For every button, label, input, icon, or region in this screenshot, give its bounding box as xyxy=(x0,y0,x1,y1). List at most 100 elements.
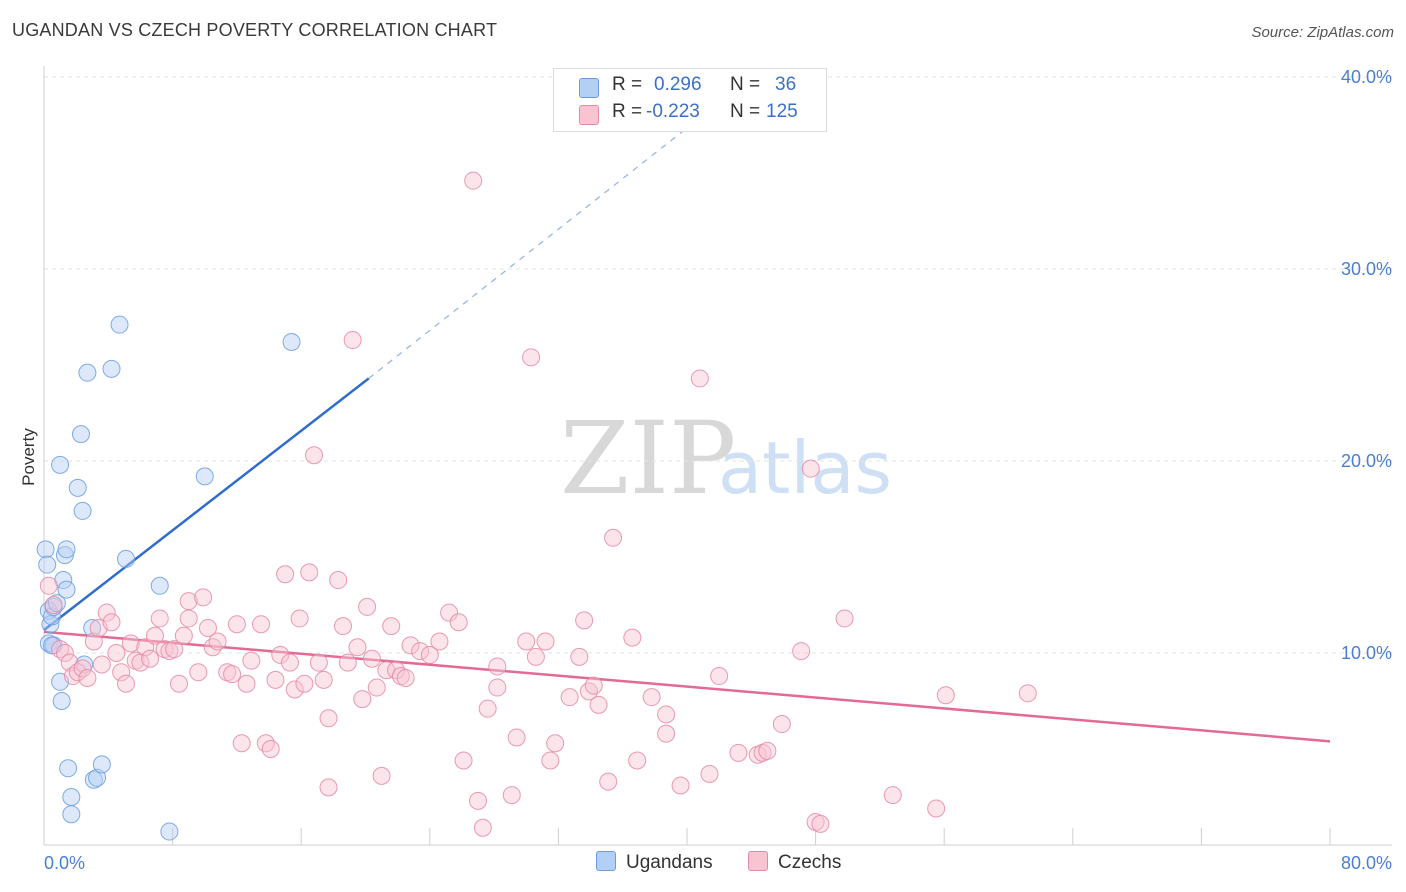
czech-point xyxy=(430,632,449,651)
watermark-zip: ZIP xyxy=(560,400,736,517)
czech-point xyxy=(387,661,406,680)
ugandan-point xyxy=(68,478,87,497)
czech-point xyxy=(73,659,92,678)
czech-point xyxy=(488,678,507,697)
bottom-legend-ugandans: Ugandans xyxy=(596,851,713,874)
czech-point xyxy=(657,724,676,743)
czech-point xyxy=(121,634,140,653)
ugandan-point xyxy=(59,759,78,778)
y-tick-label: 30.0% xyxy=(1341,259,1392,279)
czech-point xyxy=(300,563,319,582)
czech-point xyxy=(454,751,473,770)
legend-n-value: 125 xyxy=(766,101,798,122)
czech-point xyxy=(44,596,63,614)
czech-point xyxy=(39,576,58,595)
czech-point xyxy=(502,786,521,805)
czech-point xyxy=(189,663,208,682)
ugandan-point xyxy=(110,315,129,334)
czech-point xyxy=(55,644,74,662)
czech-point xyxy=(526,647,545,666)
czech-point xyxy=(589,695,608,714)
bottom-legend-czechs: Czechs xyxy=(748,851,841,874)
czech-point xyxy=(223,665,242,684)
ugandan-point xyxy=(57,580,76,599)
czech-point xyxy=(536,632,555,651)
ugandan-point xyxy=(150,576,169,595)
czech-point xyxy=(252,615,271,634)
ugandan-point xyxy=(71,425,90,444)
czech-point xyxy=(449,613,468,632)
czech-point xyxy=(208,632,227,651)
y-axis-label: Poverty xyxy=(19,428,38,486)
czech-point xyxy=(92,655,111,674)
czech-point xyxy=(690,369,709,388)
legend-r-value: -0.223 xyxy=(646,101,700,122)
ugandan-point xyxy=(195,467,214,486)
ugandan-point xyxy=(38,555,57,574)
czech-point xyxy=(353,690,372,709)
czech-point xyxy=(203,638,222,657)
czech-point xyxy=(1018,684,1037,703)
legend-r-label: R = xyxy=(612,74,643,95)
czech-point xyxy=(333,617,352,636)
ugandan-point xyxy=(84,770,103,789)
czech-point xyxy=(348,638,367,657)
czech-point xyxy=(758,741,777,760)
czech-point xyxy=(604,528,623,547)
czech-point xyxy=(560,688,579,707)
czech-point xyxy=(305,446,324,465)
czech-point xyxy=(84,632,103,651)
bottom-legend-swatch-ugandans xyxy=(596,851,616,871)
czech-point xyxy=(517,632,536,651)
legend-r-label: R = xyxy=(612,101,643,122)
czech-point xyxy=(835,609,854,628)
ugandan-point xyxy=(47,594,66,613)
chart-source: Source: ZipAtlas.com xyxy=(1251,24,1394,41)
czech-point xyxy=(522,348,541,367)
ugandan-point xyxy=(73,501,92,520)
czech-point xyxy=(420,645,439,664)
czech-point xyxy=(473,818,492,837)
czech-point xyxy=(295,674,314,693)
czech-point xyxy=(232,734,251,753)
czech-point xyxy=(440,603,459,622)
czech-point xyxy=(266,670,285,689)
ugandan-point xyxy=(78,363,97,382)
x-tick-label: 80.0% xyxy=(1341,853,1392,873)
x-tick-label: 0.0% xyxy=(44,853,85,873)
legend-box: R = 0.296 N = 36 R = -0.223 N = 125 xyxy=(553,68,827,132)
czech-point xyxy=(464,171,483,190)
czech-point xyxy=(570,647,589,666)
czech-point xyxy=(710,667,729,686)
chart-title: UGANDAN VS CZECH POVERTY CORRELATION CHA… xyxy=(12,20,498,40)
czech-point xyxy=(174,626,193,645)
ugandan-trend-line xyxy=(43,377,370,631)
watermark-atlas: atlas xyxy=(718,426,892,510)
czech-point xyxy=(165,640,184,659)
czech-point xyxy=(642,688,661,707)
czech-point xyxy=(883,786,902,805)
czech-point xyxy=(261,740,280,758)
ugandan-point xyxy=(160,822,179,841)
ugandan-point xyxy=(282,332,301,351)
ugandan-point xyxy=(43,607,62,626)
czech-point xyxy=(309,653,328,672)
ugandan-point xyxy=(88,768,107,787)
legend-row-czechs: R = -0.223 N = 125 xyxy=(554,101,826,127)
ugandan-trend-extension xyxy=(368,111,709,379)
y-tick-label: 20.0% xyxy=(1341,451,1392,471)
czech-point xyxy=(700,764,719,783)
ugandan-point xyxy=(83,619,102,638)
tick-labels: 10.0% 20.0% 30.0% 40.0% 0.0% 80.0% xyxy=(44,67,1392,873)
legend-row-ugandans: R = 0.296 N = 36 xyxy=(554,74,826,100)
czech-point xyxy=(319,709,338,728)
czech-point xyxy=(97,603,116,622)
czech-point xyxy=(411,642,430,661)
trend-lines xyxy=(43,111,1331,743)
czech-point xyxy=(198,619,217,638)
czech-point xyxy=(579,682,598,701)
czech-point xyxy=(141,649,160,668)
czech-point xyxy=(285,680,304,699)
czech-point xyxy=(362,649,381,668)
